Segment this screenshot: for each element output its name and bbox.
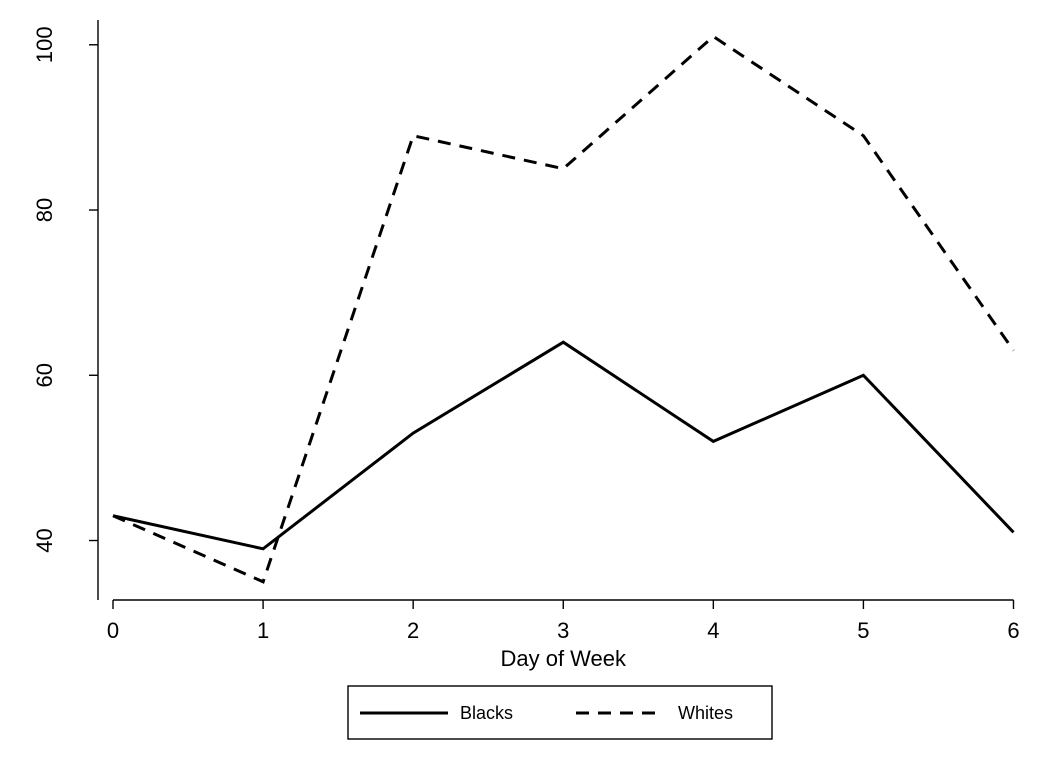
x-tick-label: 4	[707, 618, 719, 643]
series-line-whites	[112, 34, 1015, 584]
x-tick-label: 0	[107, 618, 119, 643]
y-tick-label: 80	[32, 198, 57, 222]
x-tick-label: 3	[557, 618, 569, 643]
y-tick-label: 40	[32, 528, 57, 552]
legend-label-whites: Whites	[678, 703, 733, 723]
series-line-blacks	[112, 340, 1015, 551]
y-tick-label: 60	[32, 363, 57, 387]
legend-label-blacks: Blacks	[460, 703, 513, 723]
y-tick-label: 100	[32, 26, 57, 63]
x-tick-label: 2	[407, 618, 419, 643]
series-lines	[112, 34, 1015, 584]
x-axis-title: Day of Week	[500, 646, 627, 671]
y-ticks: 40 60 80 100	[32, 26, 98, 553]
x-tick-label: 1	[257, 618, 269, 643]
x-ticks: 0 1 2 3 4 5 6	[107, 600, 1020, 643]
legend: Blacks Whites	[347, 685, 773, 740]
x-tick-label: 6	[1007, 618, 1019, 643]
x-tick-label: 5	[857, 618, 869, 643]
